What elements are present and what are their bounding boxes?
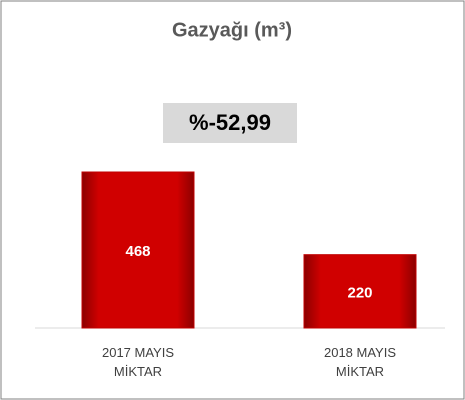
data-label: 220 — [347, 284, 372, 301]
bar — [303, 254, 417, 329]
annotation-box — [163, 103, 297, 143]
x-tick-label: 2018 MAYIS MİKTAR — [323, 345, 397, 379]
chart-title: Gazyağı (m³) — [172, 19, 292, 41]
annotation: %-52,99 — [189, 110, 271, 135]
data-label: 468 — [125, 243, 150, 260]
bar — [81, 171, 195, 329]
x-tick-label: 2017 MAYIS MİKTAR — [101, 345, 175, 379]
